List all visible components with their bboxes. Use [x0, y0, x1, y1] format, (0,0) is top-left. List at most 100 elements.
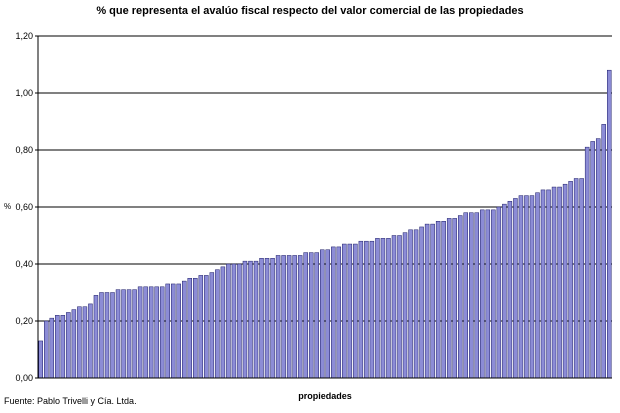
bar — [231, 263, 237, 379]
bar — [182, 280, 187, 379]
bar — [253, 260, 259, 379]
bar — [259, 258, 264, 379]
bar — [485, 209, 491, 379]
y-tick-labels: 0,00 0,20 0,40 0,60 0,80 1,00 1,20 — [15, 31, 38, 383]
bar — [397, 235, 402, 379]
bar — [419, 226, 424, 379]
bar — [568, 181, 573, 379]
bar — [391, 235, 397, 379]
bar — [573, 178, 579, 379]
bar — [71, 309, 77, 379]
bar — [535, 192, 540, 379]
bar — [93, 295, 99, 379]
bar — [165, 283, 170, 379]
bar — [88, 303, 93, 379]
bar — [446, 218, 452, 379]
bar — [308, 252, 314, 379]
bar — [347, 243, 353, 379]
bars — [38, 69, 612, 379]
bar — [562, 183, 568, 379]
bar — [331, 246, 336, 379]
bar — [110, 292, 115, 379]
bar — [314, 252, 319, 379]
bar — [413, 229, 419, 379]
y-tick-label: 0,40 — [15, 259, 33, 269]
bar — [132, 289, 137, 379]
bar — [557, 186, 562, 379]
bar — [507, 201, 513, 379]
bar — [115, 289, 121, 379]
bar — [38, 340, 43, 379]
bar — [215, 269, 220, 379]
bar — [435, 221, 441, 379]
bar — [474, 212, 480, 379]
bar — [353, 243, 358, 379]
bar — [524, 195, 529, 379]
bar — [193, 278, 198, 379]
bar — [44, 320, 49, 379]
bar — [242, 260, 248, 379]
bar — [55, 315, 60, 379]
bar — [469, 212, 474, 379]
bar — [99, 292, 104, 379]
bar — [546, 189, 551, 379]
bar — [264, 258, 270, 379]
y-tick-label: 0,00 — [15, 373, 33, 383]
bar — [226, 263, 231, 379]
bar — [369, 240, 375, 379]
bar — [579, 178, 584, 379]
x-axis-label: propiedades — [298, 391, 352, 401]
bar — [364, 240, 369, 379]
bar — [77, 306, 82, 379]
bar — [286, 255, 292, 379]
bar — [198, 275, 204, 379]
source-note: Fuente: Pablo Trivelli y Cía. Ltda. — [4, 396, 137, 406]
bar — [121, 289, 126, 379]
bar — [281, 255, 286, 379]
bar — [551, 186, 557, 379]
bar — [297, 255, 303, 379]
bar — [424, 223, 430, 379]
bar — [457, 215, 463, 379]
bar — [584, 146, 590, 379]
chart-title: % que representa el avalúo fiscal respec… — [96, 5, 524, 17]
bar — [148, 286, 154, 379]
bar — [159, 286, 165, 379]
bar — [513, 198, 518, 379]
bar — [126, 289, 132, 379]
bar — [325, 249, 330, 379]
bar — [60, 315, 66, 379]
y-tick-label: 0,20 — [15, 316, 33, 326]
bar — [480, 209, 485, 379]
bar — [540, 189, 546, 379]
y-axis-label: % — [4, 202, 11, 211]
bar — [380, 238, 386, 379]
bar — [529, 195, 535, 379]
bar — [237, 263, 242, 379]
bar — [170, 283, 176, 379]
bar — [386, 238, 391, 379]
bar — [375, 238, 380, 379]
y-tick-label: 0,80 — [15, 145, 33, 155]
bar — [82, 306, 88, 379]
bar — [607, 69, 612, 379]
bar — [187, 278, 193, 379]
bar — [441, 221, 446, 379]
bar — [104, 292, 110, 379]
bar — [336, 246, 342, 379]
bar — [275, 255, 281, 379]
bar — [292, 255, 297, 379]
bar — [270, 258, 275, 379]
bar — [154, 286, 159, 379]
bar — [49, 317, 55, 379]
bar — [463, 212, 468, 379]
bar — [358, 240, 364, 379]
bar — [248, 260, 253, 379]
bar — [430, 223, 435, 379]
bar — [176, 283, 181, 379]
bar — [66, 312, 71, 379]
bar — [209, 272, 215, 379]
bar — [303, 252, 308, 379]
bar — [595, 138, 601, 379]
